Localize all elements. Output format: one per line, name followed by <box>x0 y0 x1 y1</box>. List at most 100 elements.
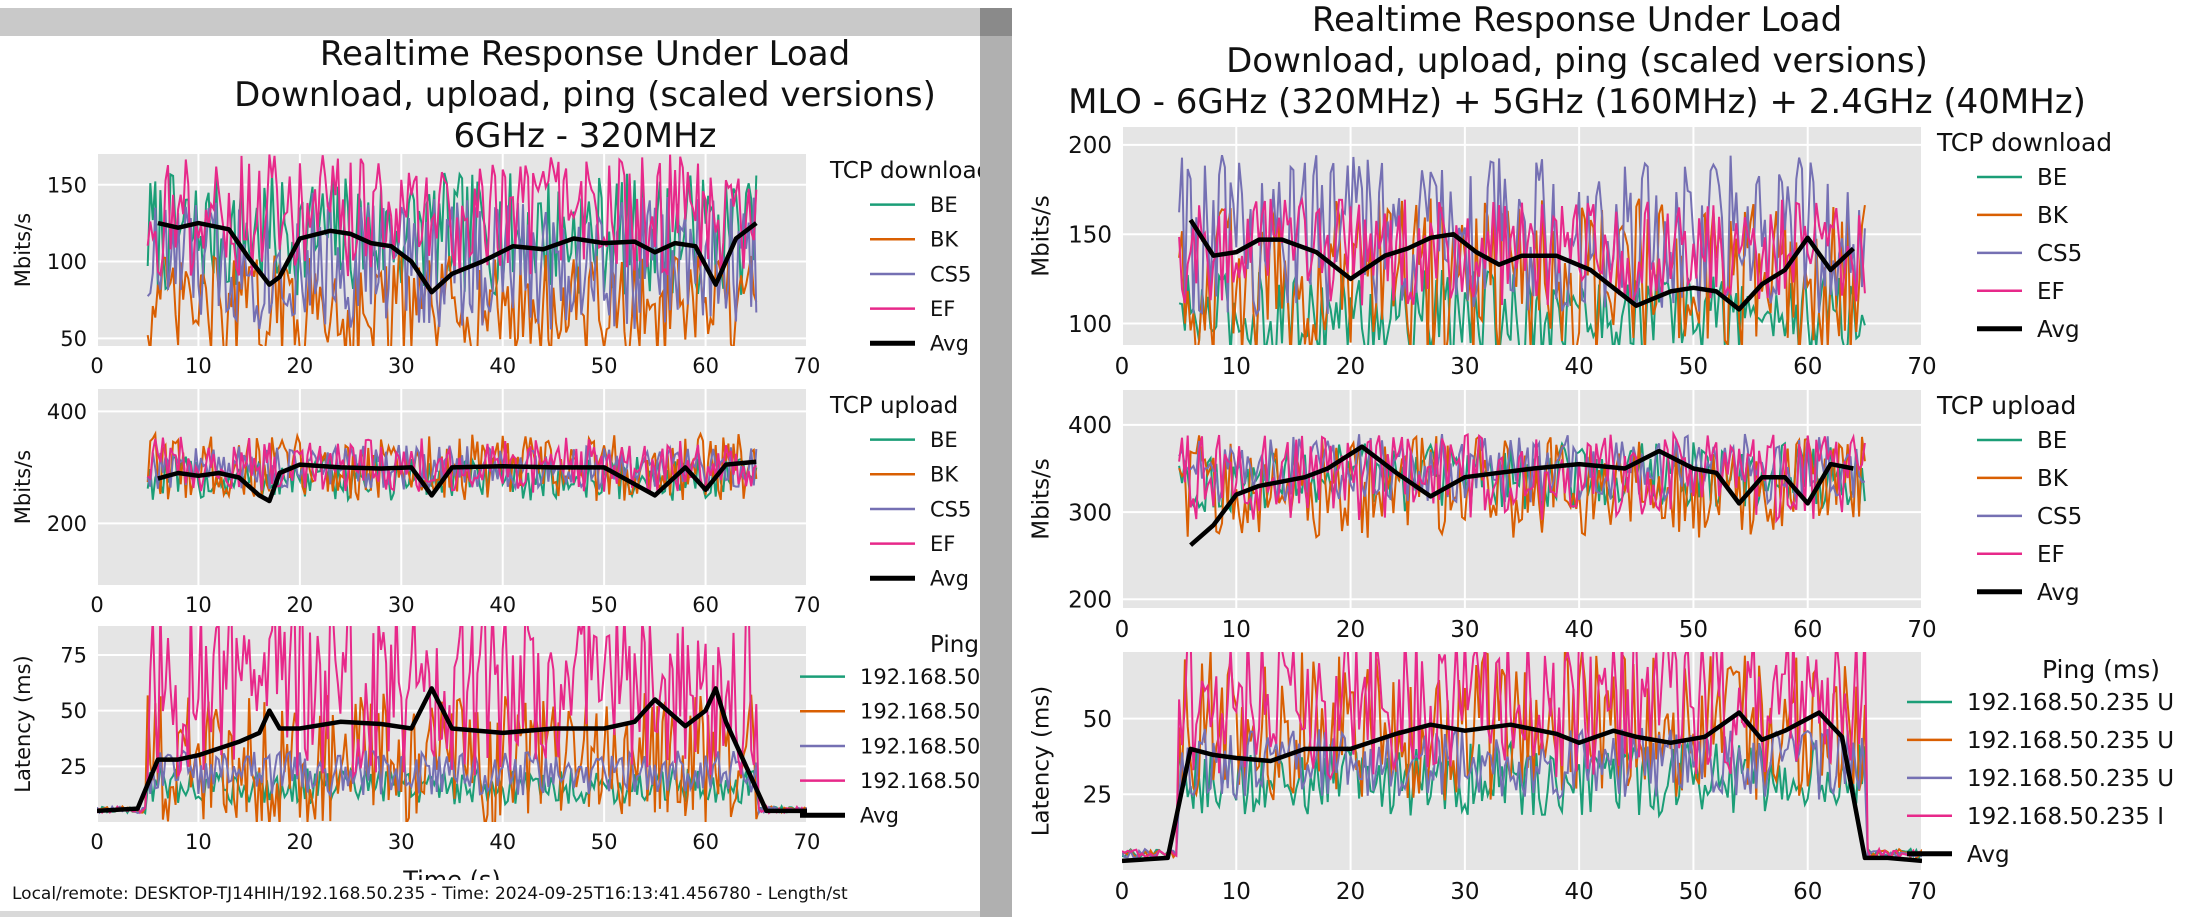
legend-label: 192.168.50.235 I <box>1967 804 2164 830</box>
x-tick-label: 50 <box>1679 879 1708 905</box>
legend-label: CS5 <box>2037 504 2082 530</box>
right-chart-title: Realtime Response Under Load Download, u… <box>1012 0 2142 123</box>
legend-label: Avg <box>860 804 899 828</box>
avg-line <box>157 459 757 504</box>
series-line-cs5 <box>146 444 758 492</box>
x-tick-label: 0 <box>1115 879 1130 905</box>
x-tick-label: 30 <box>1450 879 1479 905</box>
subplot-tcp-download: 100 150 200 0 10 20 30 40 50 60 70 Mbits/s TCP downl… <box>1028 127 2112 380</box>
y-tick-label: 150 <box>47 173 87 197</box>
x-tick-label: 40 <box>489 830 516 854</box>
x-tick-label: 50 <box>591 593 618 617</box>
y-tick-label: 50 <box>1083 707 1112 733</box>
x-tick-label: 30 <box>388 354 415 378</box>
footer-info: Local/remote: DESKTOP-TJ14HIH/192.168.50… <box>12 884 848 904</box>
avg-line <box>157 220 758 295</box>
avg-line <box>1189 444 1854 547</box>
legend-title: TCP upload <box>829 393 958 419</box>
legend-label: Avg <box>930 332 969 356</box>
x-tick-label: 20 <box>286 354 313 378</box>
left-title-line-1: Realtime Response Under Load <box>319 34 851 74</box>
legend-label: EF <box>930 297 955 321</box>
x-tick-label: 60 <box>692 354 719 378</box>
window-divider[interactable] <box>980 36 1012 917</box>
x-tick-label: 30 <box>1450 617 1479 643</box>
legend-label: 192.168.50 <box>860 734 980 758</box>
x-tick-label: 0 <box>90 830 103 854</box>
y-tick-label: 50 <box>60 699 87 723</box>
legend-tcp-upload: TCP upload BE BK CS5 EF Avg <box>829 393 971 591</box>
avg-line <box>1122 710 1922 864</box>
legend-label: EF <box>2037 279 2065 305</box>
x-tick-label: 20 <box>1336 617 1365 643</box>
right-title-line-3: MLO - 6GHz (320MHz) + 5GHz (160MHz) + 2.… <box>1068 82 2086 122</box>
x-tick-label: 30 <box>1450 354 1479 380</box>
x-tick-label: 10 <box>185 593 212 617</box>
series-group <box>1178 430 1866 547</box>
legend-label: EF <box>2037 542 2065 568</box>
x-tick-label: 40 <box>1565 617 1594 643</box>
subplot-tcp-upload: 200 400 0 10 20 30 40 50 60 70 Mbits/s TCP upload BE… <box>11 389 971 617</box>
series-line-ef <box>1122 652 1922 860</box>
y-tick-label: 25 <box>1083 783 1112 809</box>
series-line-bk <box>97 693 807 822</box>
x-tick-label: 50 <box>1679 617 1708 643</box>
series-group <box>1122 652 1922 864</box>
x-tick-label: 60 <box>1793 354 1822 380</box>
left-chart-title: Realtime Response Under Load Download, u… <box>0 34 1012 157</box>
legend-tcp-upload: TCP upload BE BK CS5 EF Avg <box>1936 391 2082 606</box>
y-tick-label: 150 <box>1068 222 1112 248</box>
y-tick-label: 300 <box>1068 500 1112 526</box>
series-line-ef <box>147 436 758 495</box>
legend-title: TCP download <box>1936 128 2112 157</box>
left-title-line-3: 6GHz - 320MHz <box>453 116 717 156</box>
x-tick-label: 40 <box>489 593 516 617</box>
series-line-ef <box>97 626 807 815</box>
x-tick-label: 60 <box>1793 617 1822 643</box>
x-tick-label: 70 <box>794 593 821 617</box>
legend-label: BE <box>2037 428 2067 454</box>
series-line-ef <box>146 154 758 278</box>
legend-label: BE <box>930 428 958 452</box>
footer-line <box>0 911 980 917</box>
series-line-bk <box>1178 434 1866 539</box>
y-tick-label: 100 <box>1068 312 1112 338</box>
x-tick-label: 0 <box>90 593 103 617</box>
x-tick-label: 40 <box>1565 354 1594 380</box>
legend-label: 192.168.50 <box>860 769 980 793</box>
x-tick-label: 70 <box>1907 354 1936 380</box>
subplot-tcp-upload: 200 300 400 0 10 20 30 40 50 60 70 Mbits/s TCP uploa… <box>1028 390 2082 643</box>
subplot-ping: 25 50 0 10 20 30 40 50 60 70 Latency (ms) Ping (ms)… <box>1028 652 2174 905</box>
series-line-be <box>146 171 758 296</box>
series-line-be <box>1178 270 1866 345</box>
legend-label: CS5 <box>2037 241 2082 267</box>
x-tick-label: 70 <box>1907 879 1936 905</box>
legend-title: TCP download <box>829 158 980 184</box>
legend-tcp-download: TCP download BE BK CS5 EF Avg <box>1936 128 2112 343</box>
legend-title: TCP upload <box>1936 391 2076 420</box>
subplot-ping: 25 50 75 0 10 20 30 40 50 60 70 Latency (ms) Ping (m… <box>11 626 980 854</box>
y-tick-label: 25 <box>60 755 87 779</box>
x-tick-label: 70 <box>1907 617 1936 643</box>
y-tick-label: 400 <box>47 400 87 424</box>
left-title-line-2: Download, upload, ping (scaled versions) <box>234 75 936 115</box>
legend-label: BK <box>930 228 959 252</box>
legend-label: Avg <box>930 567 969 591</box>
x-tick-label: 10 <box>1222 354 1251 380</box>
x-tick-label: 10 <box>1222 617 1251 643</box>
x-axis-label: Time (s) <box>402 866 501 880</box>
left-chart-panel: Realtime Response Under Load Download, u… <box>0 0 1012 917</box>
y-axis-label: Mbits/s <box>1028 458 1054 540</box>
y-tick-label: 200 <box>47 512 87 536</box>
x-tick-label: 10 <box>1222 879 1251 905</box>
x-tick-label: 50 <box>591 830 618 854</box>
legend-label: BE <box>930 193 958 217</box>
legend-label: CS5 <box>930 262 971 286</box>
series-group <box>1178 154 1866 345</box>
window-top-bar <box>0 8 980 36</box>
series-group <box>146 430 758 504</box>
series-line-ef <box>1178 196 1866 306</box>
x-tick-label: 0 <box>90 354 103 378</box>
subplot-tcp-download: 50 100 150 0 10 20 30 40 50 60 70 Mbits/s TCP downlo… <box>11 154 980 378</box>
legend-label: BK <box>2037 203 2069 229</box>
